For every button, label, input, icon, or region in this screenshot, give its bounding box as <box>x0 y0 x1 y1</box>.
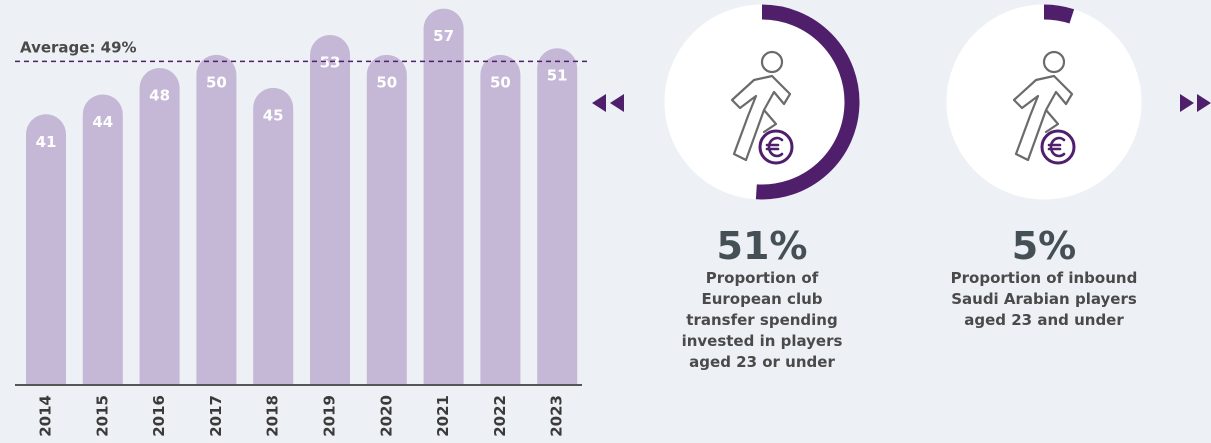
euro-glyph <box>765 136 784 158</box>
bar <box>139 68 180 385</box>
value-label: 45 <box>263 106 284 124</box>
bar <box>310 35 350 385</box>
value-label: 50 <box>206 73 227 91</box>
prev-arrow <box>610 94 624 112</box>
player-icon <box>730 74 792 162</box>
value-label: 53 <box>320 54 341 72</box>
average-label: Average: 49% <box>20 39 137 57</box>
prev-arrow <box>592 94 606 112</box>
player-head <box>760 50 784 74</box>
indicator-description: Proportion of European club transfer spe… <box>681 269 843 371</box>
x-tick-label: 2019 <box>321 395 339 437</box>
value-label: 50 <box>376 73 397 91</box>
bar <box>82 94 123 385</box>
bar <box>480 54 521 385</box>
value-label: 44 <box>92 113 113 131</box>
bar <box>366 54 407 386</box>
x-tick-label: 2020 <box>377 395 395 437</box>
x-tick-label: 2022 <box>491 395 509 437</box>
bar <box>196 54 237 386</box>
indicator-value: 51% <box>716 224 808 268</box>
donut-bg <box>946 4 1142 200</box>
next-arrow <box>1197 94 1211 112</box>
x-tick-label: 2016 <box>150 395 168 437</box>
value-label: 50 <box>490 73 511 91</box>
x-tick-label: 2021 <box>434 395 452 437</box>
x-tick-label: 2014 <box>37 395 55 437</box>
player-head <box>1042 50 1066 74</box>
x-tick-label: 2015 <box>93 395 111 437</box>
donut-arc <box>1043 4 1075 24</box>
next-arrow <box>1180 94 1194 112</box>
indicator-value: 5% <box>1011 224 1077 268</box>
bar <box>537 48 578 385</box>
euro-icon <box>1040 129 1076 165</box>
bar <box>253 87 294 386</box>
euro-icon <box>758 129 794 165</box>
x-tick-label: 2023 <box>548 395 566 437</box>
donut-arc <box>755 4 860 200</box>
donut-bg <box>664 4 860 200</box>
x-tick-label: 2017 <box>207 395 225 437</box>
value-label: 51 <box>547 67 568 85</box>
player-icon <box>1012 74 1074 162</box>
value-label: 41 <box>36 133 57 151</box>
value-label: 57 <box>433 27 454 45</box>
bar <box>423 8 464 385</box>
value-label: 48 <box>149 87 170 105</box>
indicator-description: Proportion of inbound Saudi Arabian play… <box>950 269 1138 329</box>
indicators <box>664 4 1142 200</box>
euro-glyph <box>1047 136 1066 158</box>
x-tick-label: 2018 <box>264 395 282 437</box>
bar <box>26 114 66 385</box>
